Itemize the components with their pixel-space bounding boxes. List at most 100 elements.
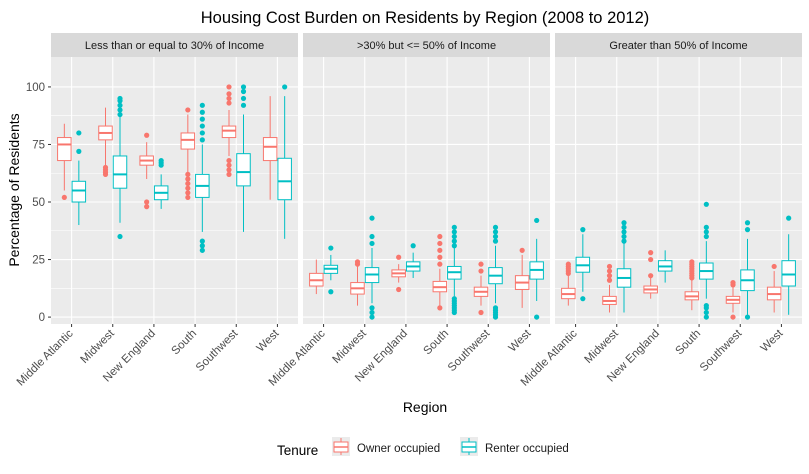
outlier-point	[437, 254, 443, 260]
facet-strip	[555, 33, 802, 57]
legend: Tenure Owner occupied Renter occupied	[277, 437, 569, 458]
outlier-point	[492, 229, 499, 235]
outlier-point	[76, 148, 82, 154]
renter-box-south	[447, 224, 462, 316]
box-iqr	[57, 137, 72, 162]
owner-box-west	[514, 247, 530, 308]
outlier-point	[478, 309, 484, 316]
outlier-point	[396, 254, 402, 260]
outlier-point	[117, 233, 123, 240]
outlier-point	[76, 130, 82, 136]
chart-title: Housing Cost Burden on Residents by Regi…	[201, 9, 650, 27]
outlier-point	[354, 259, 361, 265]
outlier-point	[689, 259, 695, 265]
outlier-point	[744, 220, 751, 226]
outlier-point	[771, 263, 777, 270]
outlier-point	[621, 233, 627, 240]
outlier-point	[492, 238, 499, 244]
facet-panels: Less than or equal to 30% of Income Middl…	[15, 33, 802, 389]
outlier-point	[328, 245, 334, 251]
outlier-point	[185, 180, 191, 187]
renter-box-midwest	[112, 95, 128, 240]
box-iqr	[277, 157, 292, 201]
outlier-point	[185, 194, 191, 201]
outlier-point	[369, 233, 375, 240]
outlier-point	[606, 263, 613, 270]
legend-label: Renter occupied	[485, 443, 569, 455]
outlier-point	[199, 137, 205, 143]
outlier-point	[730, 279, 736, 286]
outlier-point	[744, 314, 751, 320]
outlier-point	[240, 102, 247, 108]
outlier-point	[185, 176, 191, 182]
outlier-point	[606, 273, 613, 279]
outlier-point	[437, 247, 443, 253]
owner-box-west	[262, 96, 278, 200]
outlier-point	[102, 164, 109, 171]
x-tick-label: Midwest	[583, 327, 622, 366]
outlier-point	[369, 309, 375, 316]
outlier-point	[226, 171, 232, 177]
outlier-point	[226, 95, 232, 102]
outlier-point	[703, 224, 709, 230]
outlier-point	[621, 238, 627, 244]
facet-strip-label: >30% but <= 50% of Income	[357, 40, 496, 52]
outlier-point	[199, 243, 205, 249]
outlier-point	[519, 247, 525, 253]
renter-box-west	[529, 217, 544, 320]
outlier-point	[580, 227, 586, 233]
outlier-point	[117, 95, 123, 102]
outlier-point	[703, 314, 709, 320]
outlier-point	[199, 116, 205, 122]
x-tick-label: Southwest	[698, 327, 745, 374]
y-axis: 0 25 50 75 100	[26, 82, 51, 324]
outlier-point	[396, 286, 402, 293]
renter-box-southwest	[236, 84, 251, 232]
outlier-point	[199, 109, 205, 115]
outlier-point	[158, 157, 164, 164]
renter-box-southwest	[740, 220, 755, 320]
outlier-point	[786, 215, 792, 221]
outlier-point	[437, 233, 443, 240]
box-iqr	[112, 155, 128, 189]
facet-strip	[51, 33, 298, 57]
legend-item-renter-occupied: Renter occupied	[460, 437, 569, 456]
outlier-point	[282, 84, 288, 90]
outlier-point	[534, 314, 540, 320]
outlier-point	[703, 201, 709, 207]
outlier-point	[369, 305, 375, 311]
outlier-point	[199, 238, 205, 244]
x-tick-label: South	[421, 328, 451, 358]
box-iqr	[180, 132, 196, 150]
outlier-point	[451, 238, 457, 244]
outlier-point	[226, 84, 232, 90]
box-iqr	[221, 125, 237, 139]
renter-box-new-england	[153, 157, 169, 209]
box-iqr	[781, 260, 796, 287]
outlier-point	[185, 107, 191, 113]
outlier-point	[61, 194, 67, 201]
owner-box-south	[180, 107, 196, 201]
outlier-point	[492, 233, 499, 240]
outlier-point	[451, 296, 457, 302]
plot-background	[303, 57, 550, 324]
y-axis-title: Percentage of Residents	[6, 113, 22, 266]
outlier-point	[744, 227, 751, 233]
y-tick-label: 50	[32, 197, 45, 209]
y-tick-label: 75	[32, 139, 45, 151]
box-iqr	[262, 137, 278, 162]
y-tick-label: 0	[39, 312, 45, 324]
renter-box-west	[781, 215, 796, 315]
owner-box-southwest	[473, 261, 489, 316]
facet-strip-label: Greater than 50% of Income	[609, 40, 747, 52]
outlier-point	[240, 95, 247, 102]
outlier-point	[199, 130, 205, 136]
owner-box-midwest	[602, 263, 617, 313]
renter-box-west	[277, 84, 292, 239]
outlier-point	[621, 224, 627, 230]
outlier-point	[703, 229, 709, 235]
outlier-point	[621, 220, 627, 226]
facet-strip-label: Less than or equal to 30% of Income	[85, 40, 264, 52]
